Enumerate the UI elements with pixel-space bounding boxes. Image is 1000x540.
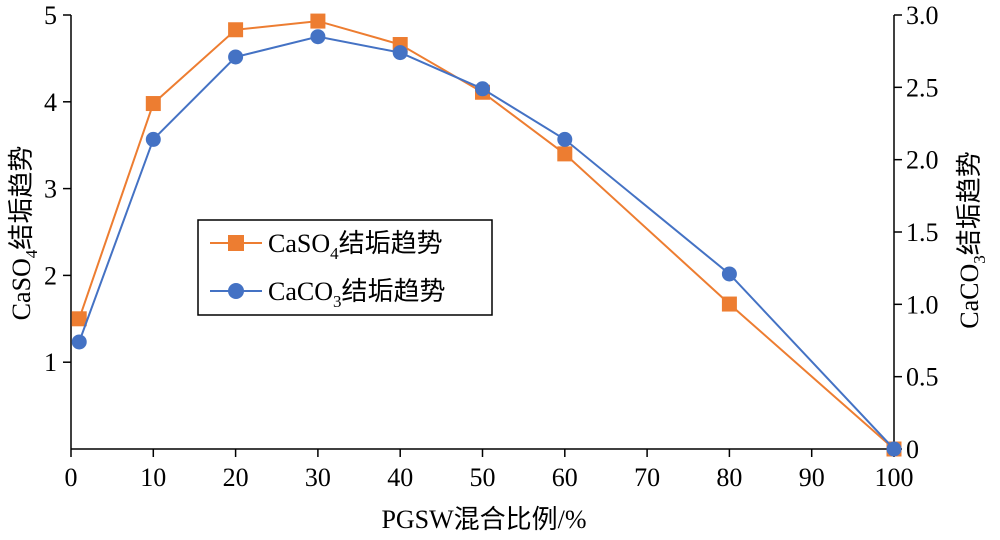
y-right-tick-label: 2.5 [906,73,939,102]
data-point-1 [475,81,490,97]
data-point-1 [886,441,902,457]
y-right-tick-label: 1.0 [906,290,939,319]
x-tick-label: 20 [223,463,249,492]
data-point-1 [145,131,161,147]
x-axis-title: PGSW混合比例/% [381,505,586,534]
legend-label-caso4: CaSO4结垢趋势 [268,229,443,263]
legend-label-caco3: CaCO3结垢趋势 [268,277,446,311]
series-layer [71,13,902,457]
data-point-1 [557,131,573,147]
y-right-tick-label: 2.0 [906,146,939,175]
x-tick-label: 90 [799,463,825,492]
x-tick-label: 80 [716,463,742,492]
y-left-tick-label: 1 [44,348,57,377]
data-point-1 [310,29,326,45]
x-tick-label: 30 [305,463,331,492]
y-right-tick-label: 0.5 [906,363,939,392]
x-tick-label: 0 [65,463,78,492]
data-point-1 [71,334,87,350]
y-right-tick-label: 3.0 [906,1,939,30]
x-tick-label: 60 [552,463,578,492]
y-left-tick-label: 3 [44,175,57,204]
x-tick-label: 10 [140,463,166,492]
y-right-tick-label: 1.5 [906,218,939,247]
data-point-0 [71,311,87,327]
data-point-1 [228,49,244,65]
axes: 0 10 20 30 40 50 60 70 80 90 1001234500.51.01.52.0… [44,1,939,492]
x-tick-label: 50 [470,463,496,492]
data-point-0 [557,146,573,162]
data-point-1 [721,266,737,282]
y-left-tick-label: 2 [44,261,57,290]
data-point-0 [310,13,326,29]
data-point-0 [721,296,737,312]
x-tick-label: 40 [387,463,413,492]
x-tick-label: 70 [634,463,660,492]
y-axis-right-title: CaCO3结垢趋势 [955,151,989,329]
data-point-1 [392,45,408,61]
y-left-tick-label: 5 [44,1,57,30]
y-axis-left-title: CaSO4结垢趋势 [7,146,41,321]
data-point-0 [228,22,244,38]
y-right-tick-label: 0 [906,435,919,464]
legend-marker-caso4 [228,235,244,251]
data-point-0 [145,96,161,112]
legend-box [197,219,493,316]
y-left-tick-label: 4 [44,88,57,117]
legend-marker-caco3 [228,283,244,299]
legend: CaSO4结垢趋势 CaCO3结垢趋势 [197,219,493,316]
x-tick-label: 100 [875,463,914,492]
